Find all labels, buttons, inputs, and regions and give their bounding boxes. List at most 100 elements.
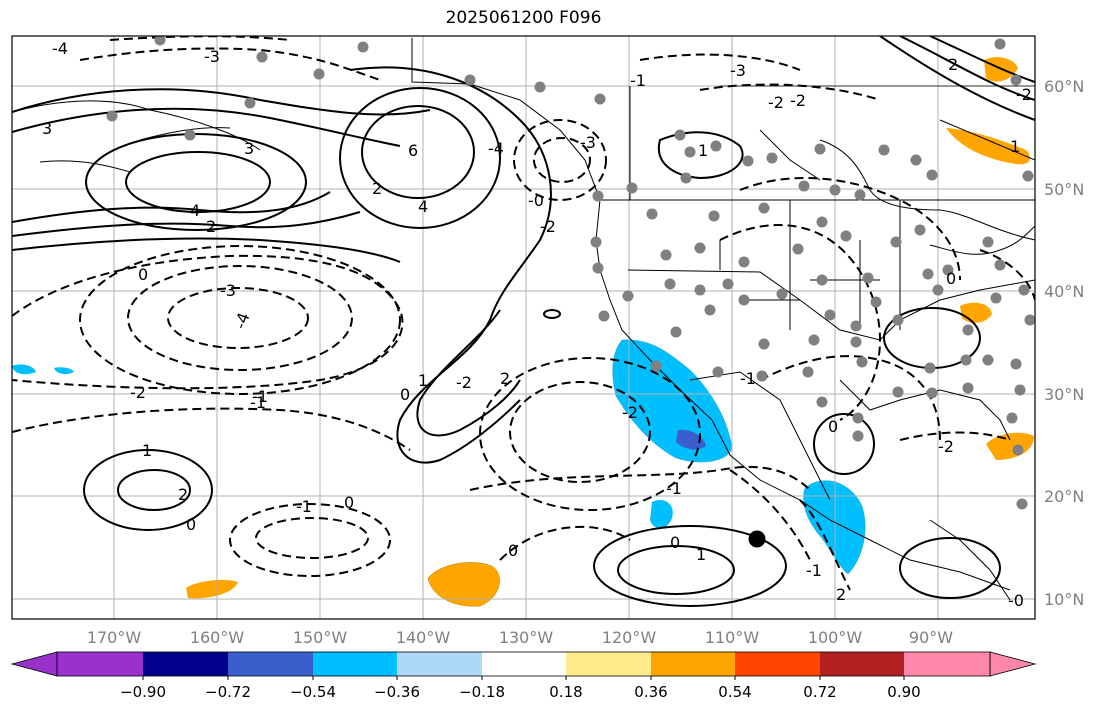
storm-marker <box>748 530 766 548</box>
contour-label: -2 <box>768 93 784 112</box>
colorbar-segment <box>143 652 228 676</box>
contour-label: 1 <box>696 545 706 564</box>
contour-label: -2 <box>622 403 638 422</box>
contour-label: -3 <box>220 281 236 300</box>
contour-label: -4 <box>230 310 253 331</box>
colorbar-segment <box>735 652 820 676</box>
contour-label: 3 <box>42 119 52 138</box>
contour-label: 0 <box>138 265 148 284</box>
contour-label: -0 <box>1008 591 1024 610</box>
latitude-label: 10°N <box>1044 590 1084 609</box>
contour-label: 0 <box>400 385 410 404</box>
colorbar-tick-label: 0.54 <box>718 683 751 701</box>
contour-label: -2 <box>938 437 954 456</box>
colorbar-segment <box>228 652 313 676</box>
colorbar-segment <box>482 652 566 676</box>
contour-label: -4 <box>52 39 68 58</box>
contour-label: -4 <box>488 139 504 158</box>
contour-label: -1 <box>806 561 822 580</box>
contour-label-group: 3 -4 -3 -2 -1 1 2 3 4 6 0 -0 -1 -2 -3 0 … <box>42 39 1032 610</box>
colorbar: −0.90 −0.72 −0.54 −0.36 −0.18 0.18 0.36 … <box>10 651 1037 701</box>
contour-label: 0 <box>344 493 354 512</box>
contour-label: 3 <box>244 139 254 158</box>
contour-label: -2 <box>540 217 556 236</box>
latitude-label: 40°N <box>1044 282 1084 301</box>
colorbar-segment <box>397 652 482 676</box>
contour-label: -1 <box>296 497 312 516</box>
latitude-label: 20°N <box>1044 487 1084 506</box>
station-dots <box>106 36 1035 510</box>
contour-label: -1 <box>252 387 268 406</box>
shade-pacific-positive <box>427 562 500 607</box>
shade-west-negative-b <box>54 367 74 375</box>
contour-label: 2 <box>500 369 510 388</box>
colorbar-tick-label: 0.18 <box>549 683 582 701</box>
contour-label: 4 <box>190 201 200 220</box>
longitude-label: 170°W <box>87 628 142 647</box>
contour-label: -2 <box>456 373 472 392</box>
contour-label: -2 <box>130 383 146 402</box>
contour-label: 2 <box>206 217 216 236</box>
graticule <box>12 36 1035 619</box>
shade-canada-positive <box>946 128 1031 165</box>
contour-label: -1 <box>740 369 756 388</box>
latitude-axis: 10°N 20°N 30°N 40°N 50°N 60°N <box>1044 77 1084 609</box>
shade-small-negative <box>650 499 673 529</box>
latitude-label: 60°N <box>1044 77 1084 96</box>
contour-label: 2 <box>836 585 846 604</box>
shade-mexico-negative <box>803 480 866 575</box>
colorbar-segment <box>313 652 397 676</box>
colorbar-segment <box>904 652 990 676</box>
contour-label: -1 <box>630 71 646 90</box>
contour-label: 0 <box>186 515 196 534</box>
contour-label: -3 <box>204 47 220 66</box>
contour-label: 2 <box>178 485 188 504</box>
shade-baja-negative <box>612 339 733 463</box>
longitude-label: 160°W <box>190 628 245 647</box>
shade-west-negative-a <box>12 364 36 375</box>
colorbar-tick-label: −0.72 <box>205 683 251 701</box>
contour-label: 0 <box>670 533 680 552</box>
longitude-label: 90°W <box>909 628 953 647</box>
contours-positive <box>12 36 1035 607</box>
longitude-axis: 170°W 160°W 150°W 140°W 130°W 120°W 110°… <box>87 628 953 647</box>
colorbar-tick-label: 0.36 <box>634 683 667 701</box>
colorbar-tick-label: −0.18 <box>459 683 505 701</box>
contour-label: 1 <box>698 141 708 160</box>
contour-label: -2 <box>1016 85 1032 104</box>
shading-layer <box>12 57 1034 607</box>
longitude-label: 110°W <box>705 628 760 647</box>
colorbar-tick-label: 0.72 <box>803 683 836 701</box>
contour-label: -1 <box>666 479 682 498</box>
colorbar-segment <box>566 652 651 676</box>
colorbar-tick-label: −0.36 <box>374 683 420 701</box>
colorbar-frame <box>56 651 991 677</box>
map-frame <box>11 35 1036 620</box>
contour-label: 2 <box>372 179 382 198</box>
contour-label: -3 <box>580 133 596 152</box>
colorbar-tick-label: −0.54 <box>290 683 336 701</box>
colorbar-upper-extend <box>989 651 1037 677</box>
longitude-label: 140°W <box>396 628 451 647</box>
contour-label: -2 <box>790 91 806 110</box>
colorbar-tick-label: −0.90 <box>120 683 166 701</box>
contour-label: -3 <box>730 61 746 80</box>
colorbar-lower-extend <box>10 651 58 677</box>
longitude-label: 100°W <box>808 628 863 647</box>
map-title: 2025061200 F096 <box>445 8 602 28</box>
contours-negative <box>12 36 1035 591</box>
colorbar-segment <box>57 652 143 676</box>
latitude-label: 30°N <box>1044 385 1084 404</box>
contour-label: 1 <box>418 371 428 390</box>
contour-label: -1 <box>250 393 266 412</box>
colorbar-tick-label: 0.90 <box>887 683 920 701</box>
shade-baja-strong <box>676 429 706 450</box>
contour-label: 6 <box>408 141 418 160</box>
shade-hawaii-positive <box>186 580 238 599</box>
contour-label: 4 <box>418 197 428 216</box>
contour-label: 2 <box>948 55 958 74</box>
contour-label: 0 <box>828 417 838 436</box>
contour-label: 0 <box>508 541 518 560</box>
longitude-label: 130°W <box>499 628 554 647</box>
